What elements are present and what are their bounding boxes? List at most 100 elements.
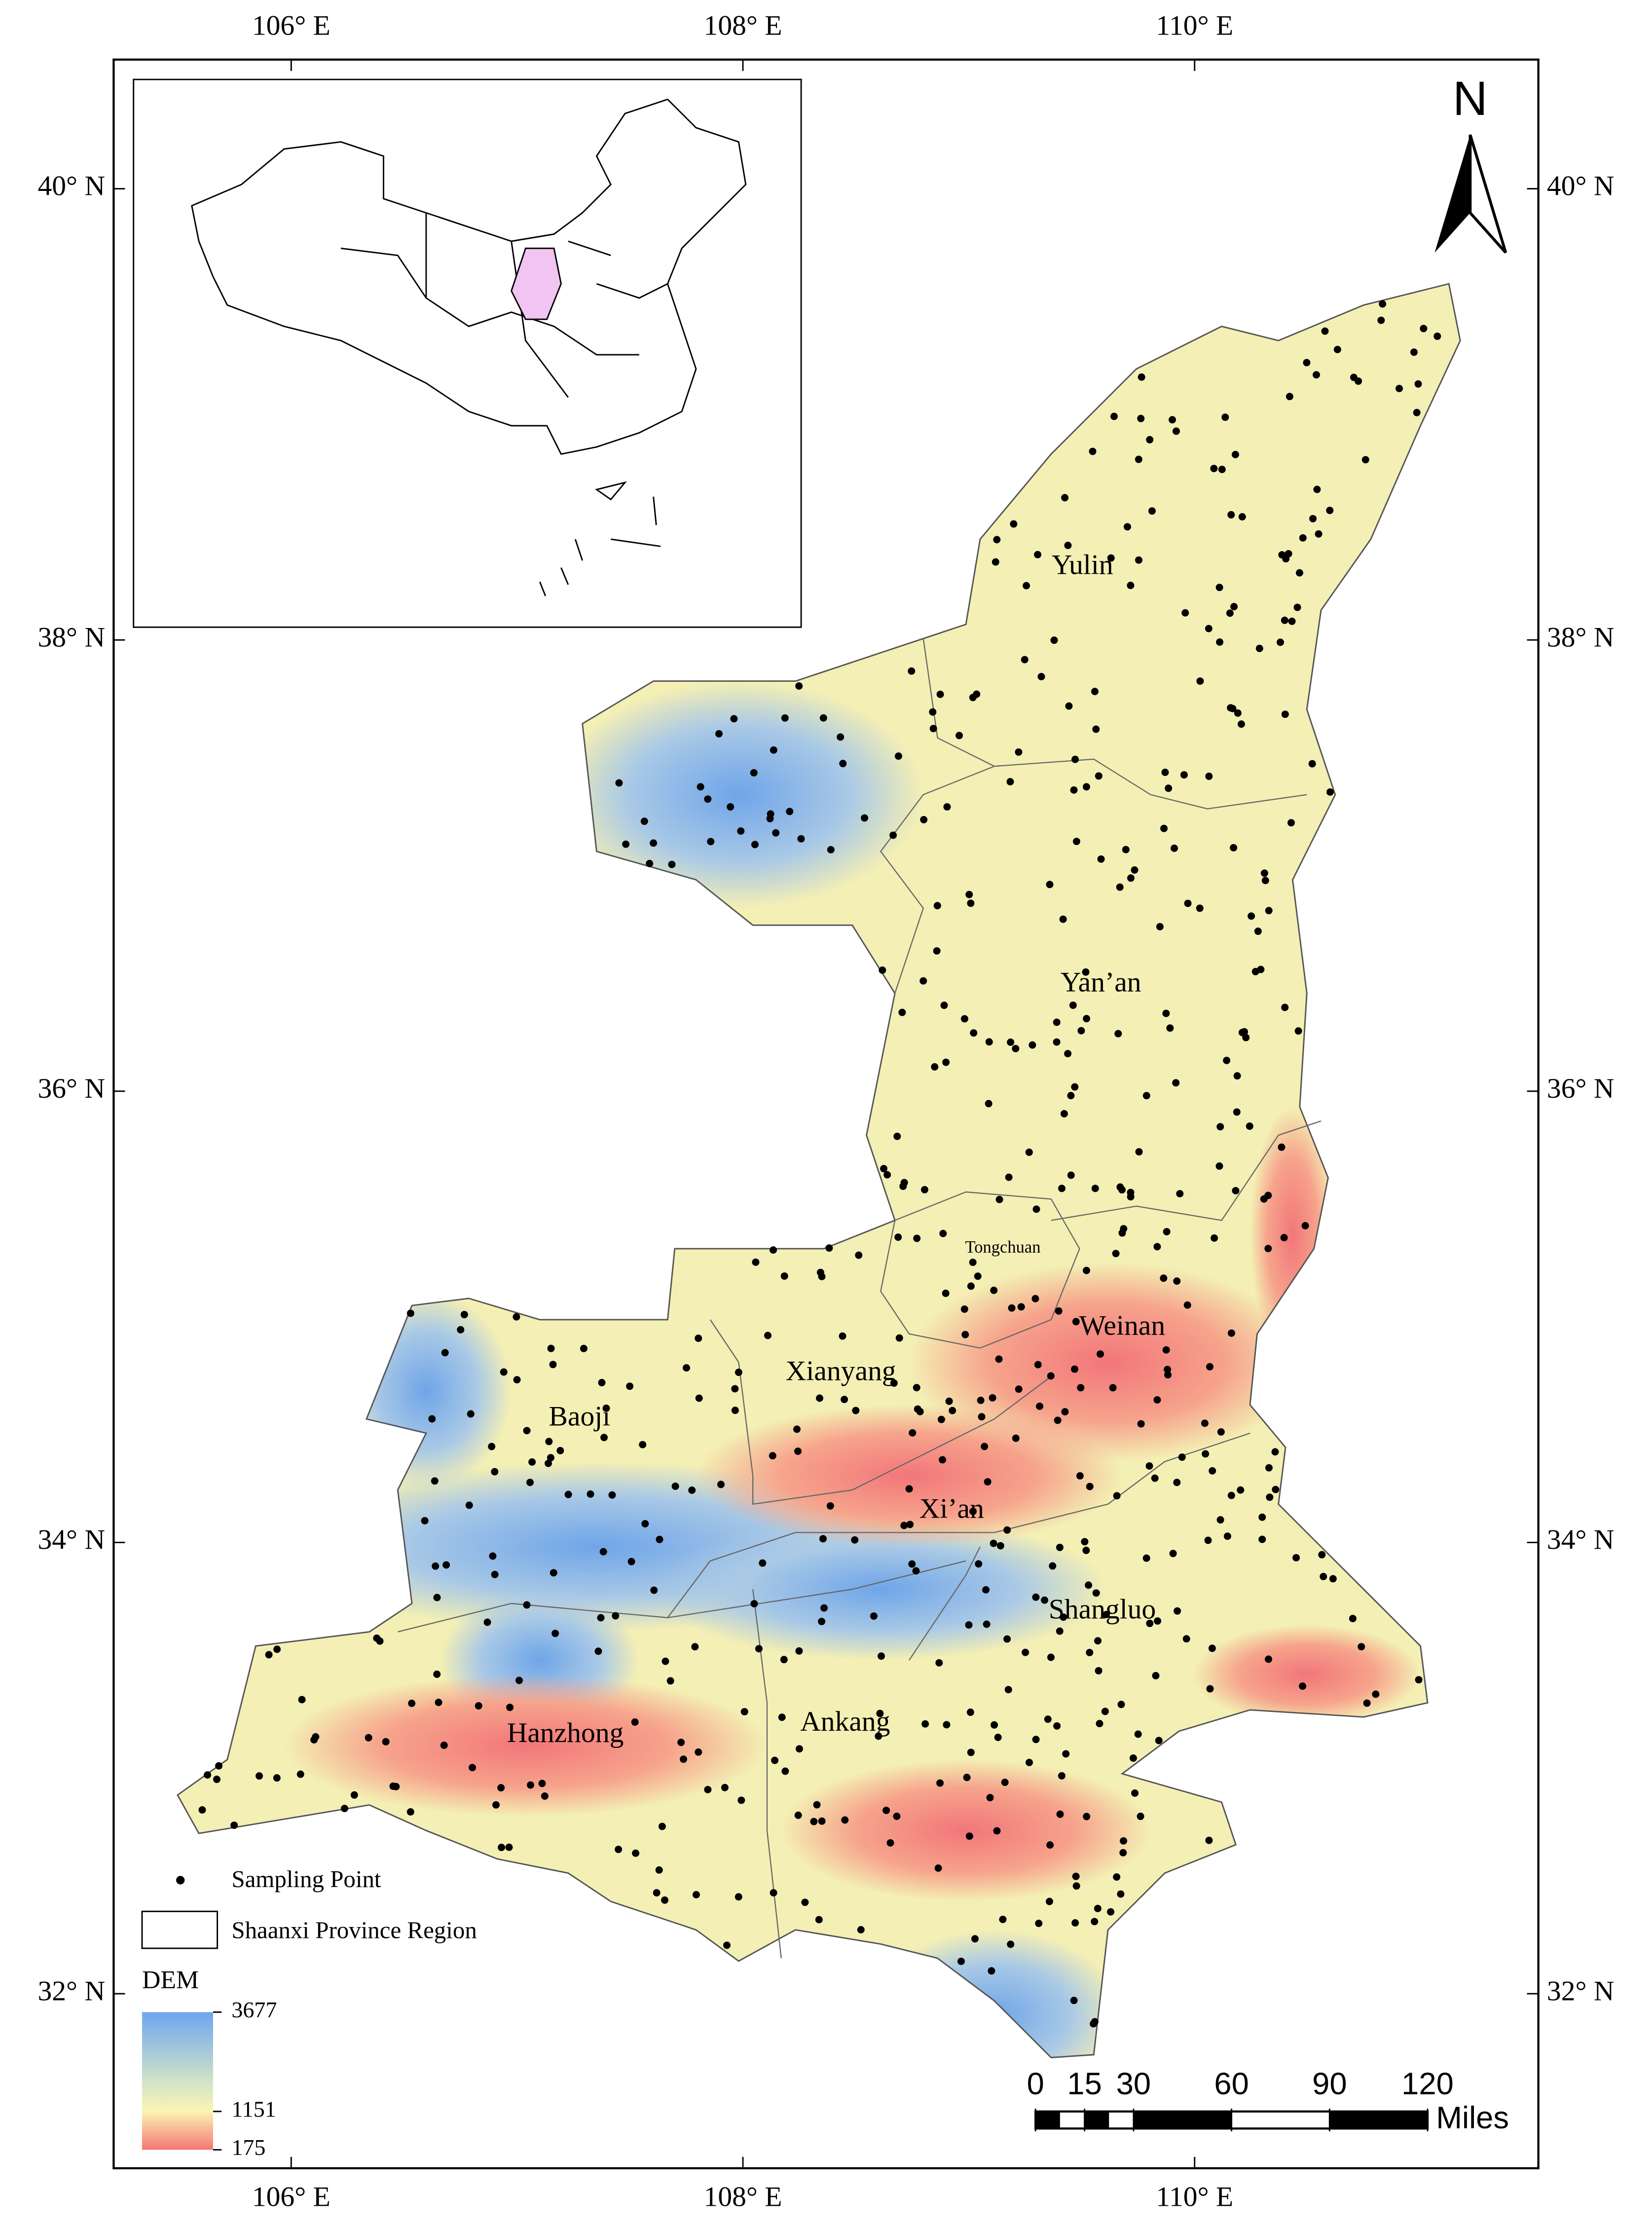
sampling-point — [1072, 1318, 1080, 1326]
sampling-point — [1023, 582, 1030, 590]
sampling-point — [1059, 915, 1067, 923]
sampling-point — [213, 1776, 220, 1783]
sampling-point — [780, 1656, 788, 1664]
sampling-point — [1313, 371, 1321, 379]
sampling-point — [1241, 1028, 1248, 1036]
sampling-point — [1281, 1003, 1289, 1011]
sampling-point — [1062, 1750, 1070, 1758]
sampling-point — [929, 725, 937, 733]
y-tick-label: 40° N — [37, 171, 105, 202]
sampling-point — [1287, 819, 1295, 827]
sampling-point — [1127, 582, 1135, 590]
sampling-point — [1294, 1027, 1302, 1035]
scale-unit: Miles — [1436, 2101, 1509, 2135]
sampling-point — [1096, 1720, 1103, 1728]
sampling-point — [1182, 1635, 1190, 1643]
sampling-point — [1118, 1229, 1126, 1237]
y-tick-label: 32° N — [1547, 1975, 1615, 2006]
sampling-point — [1223, 1057, 1231, 1064]
sampling-point — [440, 1742, 448, 1749]
sampling-point — [1180, 771, 1188, 779]
sampling-point — [1227, 704, 1235, 712]
inset-china-map — [191, 98, 747, 596]
sampling-point — [1116, 1183, 1124, 1191]
city-boundaries — [398, 638, 1322, 1959]
sampling-point — [475, 1702, 482, 1710]
sampling-point — [889, 831, 897, 839]
sampling-point — [995, 1355, 1003, 1363]
sampling-point — [431, 1477, 439, 1485]
sampling-point — [1091, 2018, 1099, 2026]
sampling-point — [1301, 1222, 1309, 1229]
sampling-point — [914, 1405, 921, 1413]
sampling-point — [498, 1844, 506, 1852]
sampling-point — [523, 1601, 531, 1609]
sampling-point — [1226, 609, 1234, 617]
sampling-point — [1395, 385, 1403, 392]
sampling-point — [1164, 1371, 1172, 1379]
sampling-point — [1254, 927, 1262, 935]
sampling-point — [1127, 1188, 1135, 1196]
sampling-point — [988, 1967, 995, 1975]
sampling-point — [1109, 1384, 1117, 1392]
sampling-point — [1258, 1535, 1266, 1543]
sampling-point — [1160, 1274, 1168, 1282]
sampling-point — [198, 1806, 206, 1814]
sampling-point — [971, 1935, 979, 1943]
sampling-point — [1091, 1185, 1099, 1192]
sampling-point — [1303, 359, 1311, 367]
scale-tick-label: 15 — [1067, 2067, 1101, 2101]
sampling-point — [1153, 1396, 1161, 1404]
sampling-point — [1202, 1450, 1210, 1458]
sampling-point — [825, 1244, 833, 1252]
sampling-point — [1085, 1581, 1093, 1589]
sampling-point — [750, 1600, 758, 1608]
sampling-point — [983, 1620, 991, 1628]
sampling-point — [1234, 709, 1242, 717]
sampling-point — [770, 1889, 777, 1897]
sampling-point — [933, 947, 941, 955]
sampling-point — [1015, 748, 1023, 756]
sampling-point — [550, 1569, 557, 1577]
sampling-point — [794, 1447, 802, 1455]
sampling-point — [1007, 1038, 1015, 1046]
sampling-point — [1206, 1685, 1214, 1693]
sampling-point — [256, 1772, 263, 1780]
sampling-point — [1142, 1092, 1150, 1100]
sampling-point — [622, 840, 630, 848]
sampling-point — [876, 1709, 884, 1717]
sampling-point — [465, 1501, 473, 1509]
sampling-point — [908, 667, 916, 675]
region-label: Shangluo — [1049, 1594, 1156, 1625]
sampling-point — [816, 1394, 824, 1402]
y-tick-label: 40° N — [1547, 171, 1615, 202]
sampling-point — [650, 839, 658, 847]
sampling-point — [442, 1561, 450, 1569]
sampling-point — [841, 1396, 848, 1404]
sampling-point — [936, 690, 944, 698]
sampling-point — [985, 1038, 993, 1046]
sampling-point — [780, 1272, 788, 1280]
sampling-point — [1131, 866, 1138, 874]
region-label: Tongchuan — [965, 1238, 1041, 1257]
sampling-point — [764, 1332, 772, 1339]
sampling-point — [933, 902, 941, 910]
sampling-point — [215, 1762, 223, 1770]
sampling-point — [1007, 1940, 1015, 1948]
sampling-point — [986, 1794, 994, 1802]
sampling-point — [1035, 1920, 1043, 1928]
sampling-point — [671, 1483, 679, 1490]
sampling-point — [1308, 760, 1316, 768]
sampling-point — [1021, 656, 1028, 664]
sampling-point — [727, 803, 734, 811]
sampling-point — [1117, 1890, 1125, 1898]
sampling-point — [993, 1827, 1001, 1835]
sampling-point — [771, 1756, 779, 1764]
sampling-point — [658, 1822, 666, 1830]
sampling-point — [1173, 1479, 1181, 1486]
sampling-point — [737, 1796, 745, 1804]
sampling-point — [977, 1397, 985, 1404]
sampling-point — [1209, 1467, 1216, 1475]
north-arrow: N — [1434, 71, 1507, 254]
